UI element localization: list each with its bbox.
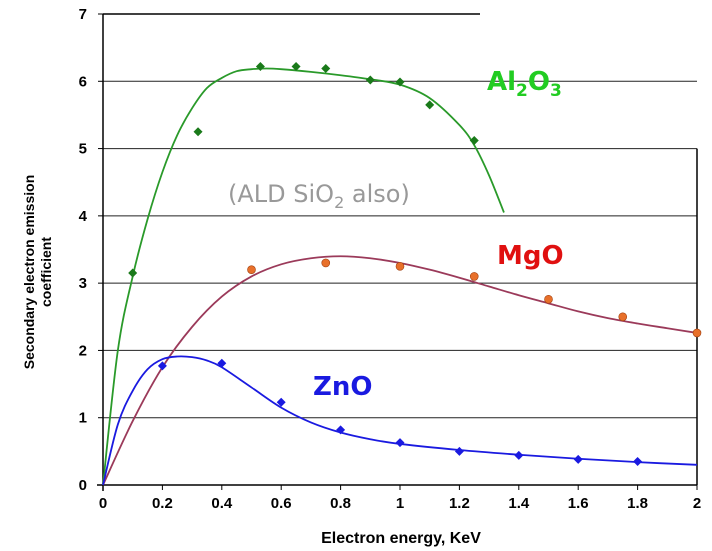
mgo-point [469,272,479,281]
x-tick-label: 0.6 [271,495,292,512]
annotation-text: also) [344,180,410,208]
zno-point [573,454,583,464]
al2o3-point [255,61,265,71]
x-tick-labels: 0 0.2 0.4 0.6 0.8 1 1.2 1.4 1.6 1.8 2 [99,495,701,512]
axes [97,13,698,491]
subscript: 3 [550,81,562,101]
al2o3-point [365,75,375,85]
mgo-fit-line [102,255,698,486]
mgo-point [692,328,702,338]
y-tick-label: 5 [79,141,87,158]
x-tick-label: 1.6 [568,495,589,512]
al2o3-point [395,77,405,87]
zno-point [454,446,464,456]
y-axis-title-line-1: Secondary electron emission [21,175,37,370]
subscript: 2 [516,81,528,101]
sio2-annotation: (ALD SiO2 also) [228,180,410,212]
label-text: MgO [497,241,564,271]
zno-point [217,358,227,368]
al2o3-fit-line [102,67,505,486]
mgo-point [247,265,256,274]
x-tick-label: 0 [99,495,107,512]
annotation-text: (ALD SiO [228,180,334,208]
data-points [128,61,702,466]
y-tick-labels: 0 1 2 3 4 5 6 7 [79,6,88,494]
zno-point [157,361,167,371]
mgo-point [544,294,553,304]
y-axis-title: Secondary electron emission coefficient [21,175,54,370]
mgo-point [321,258,331,268]
y-tick-label: 3 [79,275,87,292]
x-tick-label: 0.8 [330,495,351,512]
zno-label: ZnO [313,372,372,402]
al2o3-point [291,61,301,71]
zno-point [514,450,524,460]
label-text: ZnO [313,372,372,402]
x-tick-label: 1.8 [627,495,648,512]
x-tick-label: 0.4 [211,495,233,512]
y-tick-label: 4 [79,208,88,225]
al2o3-point [128,268,138,278]
fit-curves [102,67,698,486]
al2o3-point [469,135,479,145]
zno-point [395,438,405,448]
zno-fit-line [102,355,698,486]
label-text: O [528,67,550,97]
mgo-point [395,262,405,271]
label-text: Al [487,67,516,97]
x-tick-label: 1 [396,495,404,512]
x-tick-label: 1.2 [449,495,470,512]
al2o3-point [425,100,435,110]
y-tick-label: 1 [79,410,87,427]
al2o3-point [193,127,203,137]
x-tick-label: 0.2 [152,495,173,512]
y-tick-label: 6 [79,73,87,90]
zno-point [276,397,286,407]
x-tick-label: 2 [693,495,701,512]
y-tick-label: 2 [79,342,87,359]
y-tick-label: 7 [79,6,87,23]
y-axis-title-line-2: coefficient [38,237,54,307]
mgo-point [618,312,628,322]
mgo-label: MgO [497,241,564,271]
zno-point [336,425,346,435]
zno-point [633,456,643,466]
subscript: 2 [334,193,344,212]
y-tick-label: 0 [79,477,87,494]
x-tick-label: 1.4 [508,495,530,512]
al2o3-label: Al2O3 [487,67,562,101]
al2o3-point [321,64,331,74]
x-axis-title: Electron energy, KeV [321,530,481,547]
